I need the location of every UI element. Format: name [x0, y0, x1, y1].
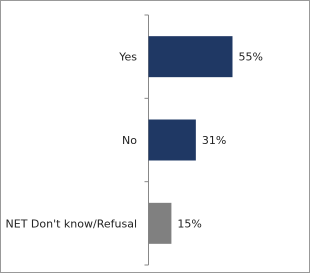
value-label: 31% [202, 134, 226, 147]
value-label: 15% [177, 217, 201, 230]
bar [148, 119, 196, 161]
category-label: No [122, 134, 137, 147]
category-label: NET Don't know/Refusal [6, 217, 137, 230]
chart: Yes 55% No 31% NET Don't know/Refusal 15% [0, 0, 310, 273]
bar [148, 36, 233, 78]
category-label: Yes [118, 51, 137, 64]
bar [148, 202, 172, 244]
value-label: 55% [239, 51, 263, 64]
